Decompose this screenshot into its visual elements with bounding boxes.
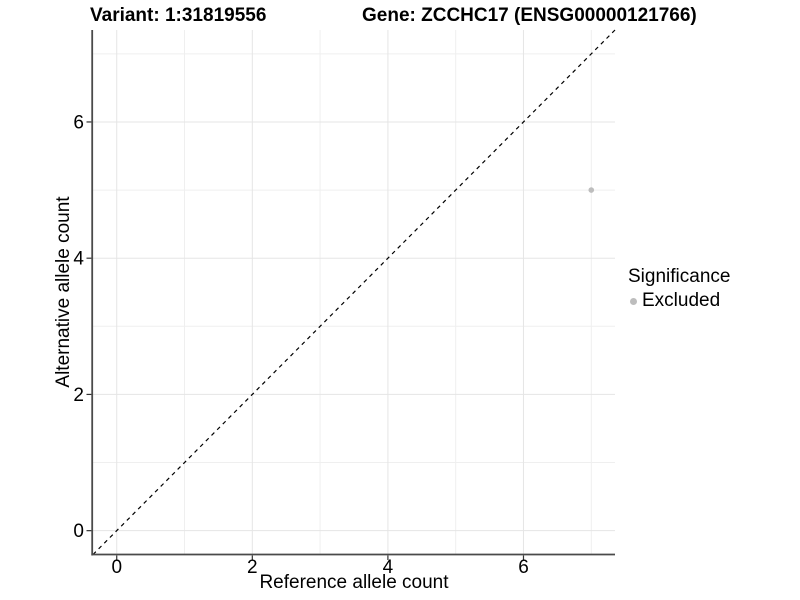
x-tick-label: 4: [383, 557, 394, 578]
x-tick-label: 0: [111, 557, 122, 578]
legend: Significance Excluded: [628, 266, 730, 312]
x-tick-label: 6: [518, 557, 529, 578]
y-tick-label: 0: [73, 521, 84, 542]
plot-title-variant: Variant: 1:31819556: [90, 5, 267, 26]
y-axis-label: Alternative allele count: [53, 196, 74, 388]
x-axis-label: Reference allele count: [259, 572, 449, 593]
legend-item-label: Excluded: [642, 290, 721, 311]
y-tick-label: 4: [73, 249, 84, 270]
identity-reference-line: [92, 29, 616, 555]
y-tick-label: 2: [73, 385, 84, 406]
legend-item-excluded: Excluded: [628, 290, 730, 312]
plot-title-gene: Gene: ZCCHC17 (ENSG00000121766): [362, 5, 697, 26]
y-tick-label: 6: [73, 112, 84, 133]
legend-title: Significance: [628, 266, 731, 287]
legend-point-icon: [630, 297, 637, 305]
data-point: [588, 187, 595, 193]
x-tick-label: 2: [247, 557, 258, 578]
